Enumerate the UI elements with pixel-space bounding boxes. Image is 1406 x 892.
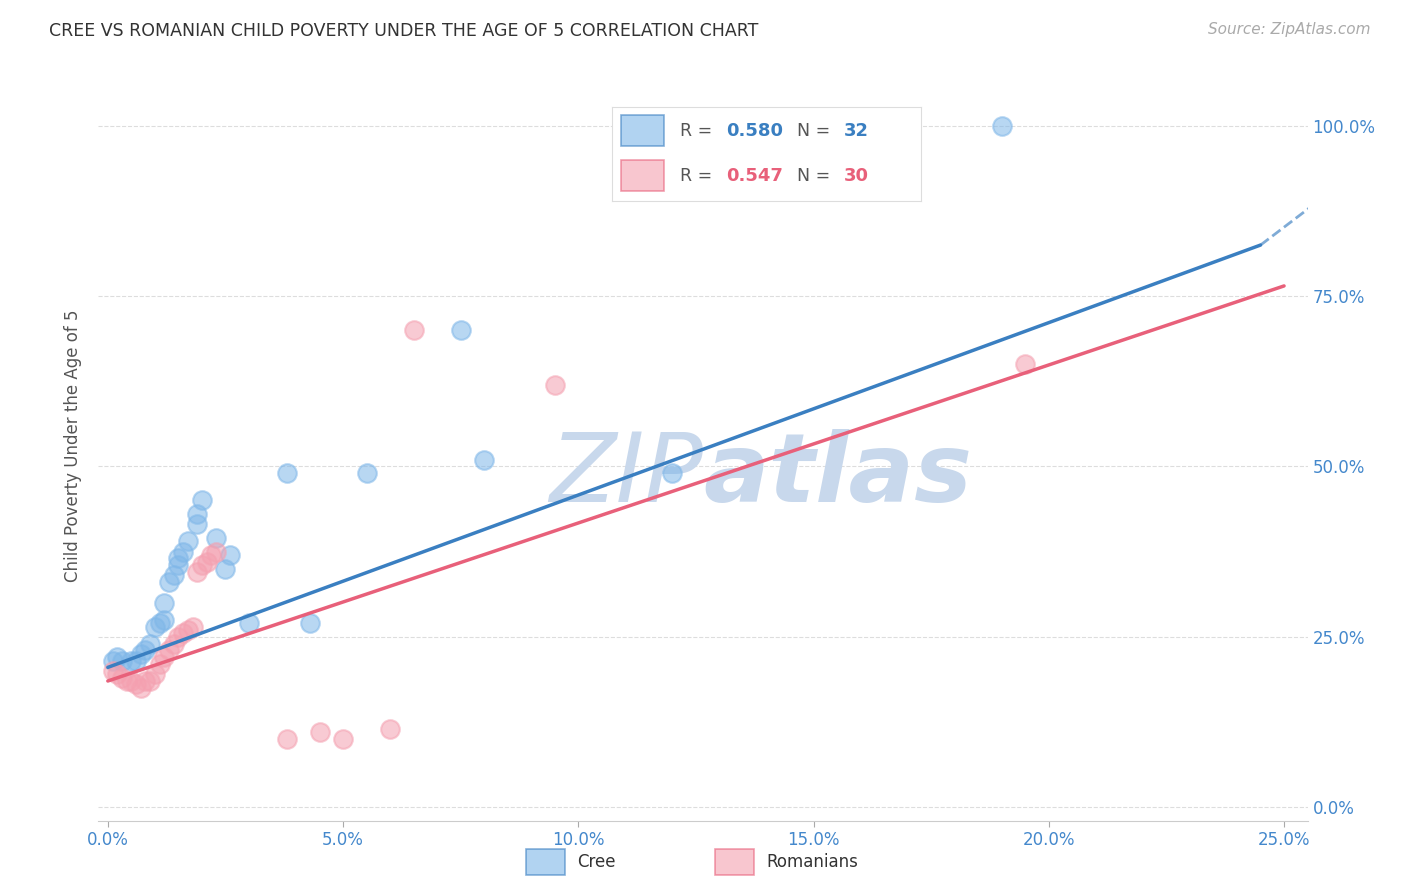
Text: 32: 32 (844, 122, 869, 140)
Point (205, 544, 228, 558)
Text: ZIP: ZIP (550, 429, 703, 523)
Point (115, 673, 138, 688)
Point (450, 323, 472, 337)
Point (129, 681, 152, 695)
Point (195, 555, 218, 569)
Point (219, 548, 242, 562)
Point (153, 596, 176, 610)
Point (111, 654, 134, 668)
Point (990, 119, 1012, 133)
Point (472, 452, 495, 467)
Point (153, 613, 176, 627)
Text: 30: 30 (844, 167, 869, 185)
Point (143, 667, 166, 681)
Point (163, 636, 186, 650)
Point (200, 548, 222, 562)
Text: R =: R = (679, 167, 717, 185)
Point (149, 657, 172, 671)
Point (157, 575, 180, 590)
Point (167, 630, 190, 644)
Text: Romanians: Romanians (766, 853, 858, 871)
Point (356, 467, 378, 481)
Point (129, 647, 152, 661)
Point (308, 725, 330, 739)
Point (157, 643, 180, 657)
Y-axis label: Child Poverty Under the Age of 5: Child Poverty Under the Age of 5 (65, 310, 83, 582)
Point (181, 619, 204, 633)
Point (186, 507, 208, 521)
Point (125, 677, 148, 691)
Point (167, 558, 190, 573)
Text: 0.547: 0.547 (725, 167, 783, 185)
Point (186, 565, 208, 579)
Text: N =: N = (797, 167, 837, 185)
Point (134, 643, 156, 657)
Point (177, 534, 200, 549)
Point (111, 671, 134, 685)
Point (332, 731, 354, 746)
Point (163, 568, 186, 582)
Text: 0.580: 0.580 (725, 122, 783, 140)
Text: R =: R = (679, 122, 717, 140)
Point (172, 544, 194, 558)
Point (378, 722, 401, 736)
Point (105, 667, 128, 681)
Point (120, 673, 142, 688)
Text: atlas: atlas (703, 429, 972, 523)
Point (167, 551, 190, 566)
Text: Cree: Cree (576, 853, 616, 871)
Bar (621, 115, 664, 146)
Point (191, 558, 214, 573)
Point (402, 323, 425, 337)
Bar (714, 849, 754, 875)
Point (101, 654, 124, 668)
Point (186, 517, 208, 532)
Point (139, 673, 162, 688)
Bar (621, 161, 664, 191)
Point (276, 467, 298, 481)
Text: CREE VS ROMANIAN CHILD POVERTY UNDER THE AGE OF 5 CORRELATION CHART: CREE VS ROMANIAN CHILD POVERTY UNDER THE… (49, 22, 759, 40)
Point (544, 377, 567, 392)
Point (177, 623, 200, 637)
Point (149, 616, 172, 631)
Point (101, 664, 124, 678)
Point (120, 654, 142, 668)
Point (299, 616, 322, 631)
Point (105, 650, 128, 665)
Point (143, 619, 166, 633)
Point (238, 616, 260, 631)
Point (139, 636, 162, 650)
Bar (526, 849, 565, 875)
Text: N =: N = (797, 122, 837, 140)
Point (214, 561, 236, 575)
Point (153, 650, 176, 665)
Point (1014, 357, 1036, 371)
Point (205, 531, 228, 545)
Point (661, 467, 683, 481)
Point (191, 493, 214, 508)
Text: Source: ZipAtlas.com: Source: ZipAtlas.com (1208, 22, 1371, 37)
Point (125, 654, 148, 668)
Point (134, 673, 156, 688)
Point (172, 626, 194, 640)
Point (276, 731, 298, 746)
